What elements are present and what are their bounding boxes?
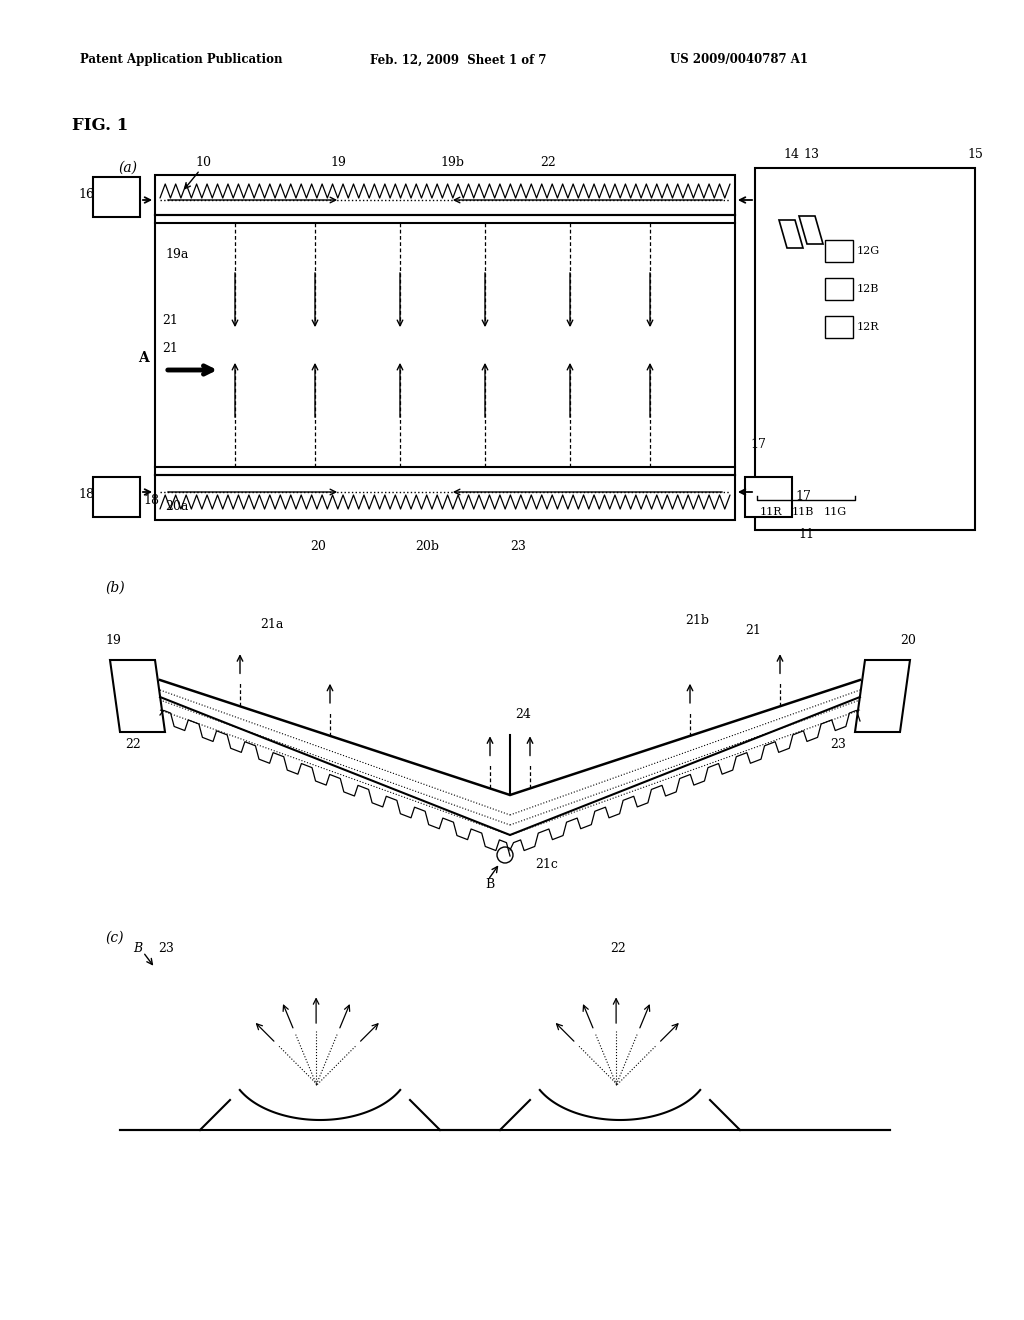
Bar [825, 315, 853, 338]
Text: (c): (c) [105, 931, 124, 945]
Bar [93, 477, 140, 517]
Text: B: B [485, 879, 495, 891]
Text: 17: 17 [795, 491, 811, 503]
Bar [93, 177, 140, 216]
Text: A: A [138, 351, 148, 366]
Text: Feb. 12, 2009  Sheet 1 of 7: Feb. 12, 2009 Sheet 1 of 7 [370, 54, 547, 66]
Text: 23: 23 [830, 738, 846, 751]
Text: 12G: 12G [857, 246, 880, 256]
Text: Patent Application Publication: Patent Application Publication [80, 54, 283, 66]
Text: 19b: 19b [440, 156, 464, 169]
Text: 21b: 21b [685, 614, 709, 627]
Text: 20b: 20b [415, 540, 439, 553]
Text: 20: 20 [900, 634, 915, 647]
Text: 24: 24 [515, 709, 530, 722]
Text: B: B [133, 941, 142, 954]
Text: 11: 11 [798, 528, 814, 541]
Text: 16: 16 [78, 189, 94, 202]
Text: 11G: 11G [824, 507, 847, 517]
Text: (b): (b) [105, 581, 125, 595]
Text: US 2009/0040787 A1: US 2009/0040787 A1 [670, 54, 808, 66]
Text: 11B: 11B [792, 507, 814, 517]
Text: 19a: 19a [165, 248, 188, 261]
Text: (a): (a) [118, 161, 137, 176]
Text: 13: 13 [803, 148, 819, 161]
Text: 15: 15 [967, 148, 983, 161]
Bar [745, 477, 792, 517]
Polygon shape [855, 660, 910, 733]
Text: 18: 18 [78, 488, 94, 502]
Text: 20a: 20a [165, 500, 188, 513]
Bar [155, 475, 735, 520]
Bar [825, 279, 853, 300]
Text: 22: 22 [610, 941, 626, 954]
Text: 17: 17 [750, 438, 766, 451]
Text: 22: 22 [125, 738, 140, 751]
Text: 19: 19 [105, 634, 121, 647]
Text: 21a: 21a [260, 619, 284, 631]
Text: 10: 10 [195, 157, 211, 169]
Text: 23: 23 [510, 540, 526, 553]
Polygon shape [110, 660, 165, 733]
Text: 21: 21 [162, 314, 178, 326]
Text: 12B: 12B [857, 284, 880, 294]
Bar [155, 176, 735, 215]
Text: 11R: 11R [760, 507, 782, 517]
Text: 14: 14 [783, 148, 799, 161]
Text: 19: 19 [330, 156, 346, 169]
Text: 21: 21 [745, 623, 761, 636]
Bar [755, 168, 975, 531]
Bar [825, 240, 853, 261]
Text: 22: 22 [540, 156, 556, 169]
Text: 12R: 12R [857, 322, 880, 333]
Text: 20: 20 [310, 540, 326, 553]
Text: 18: 18 [143, 494, 159, 507]
Text: 21c: 21c [535, 858, 558, 871]
Text: 23: 23 [158, 941, 174, 954]
Text: 21: 21 [162, 342, 178, 355]
Text: FIG. 1: FIG. 1 [72, 116, 128, 133]
